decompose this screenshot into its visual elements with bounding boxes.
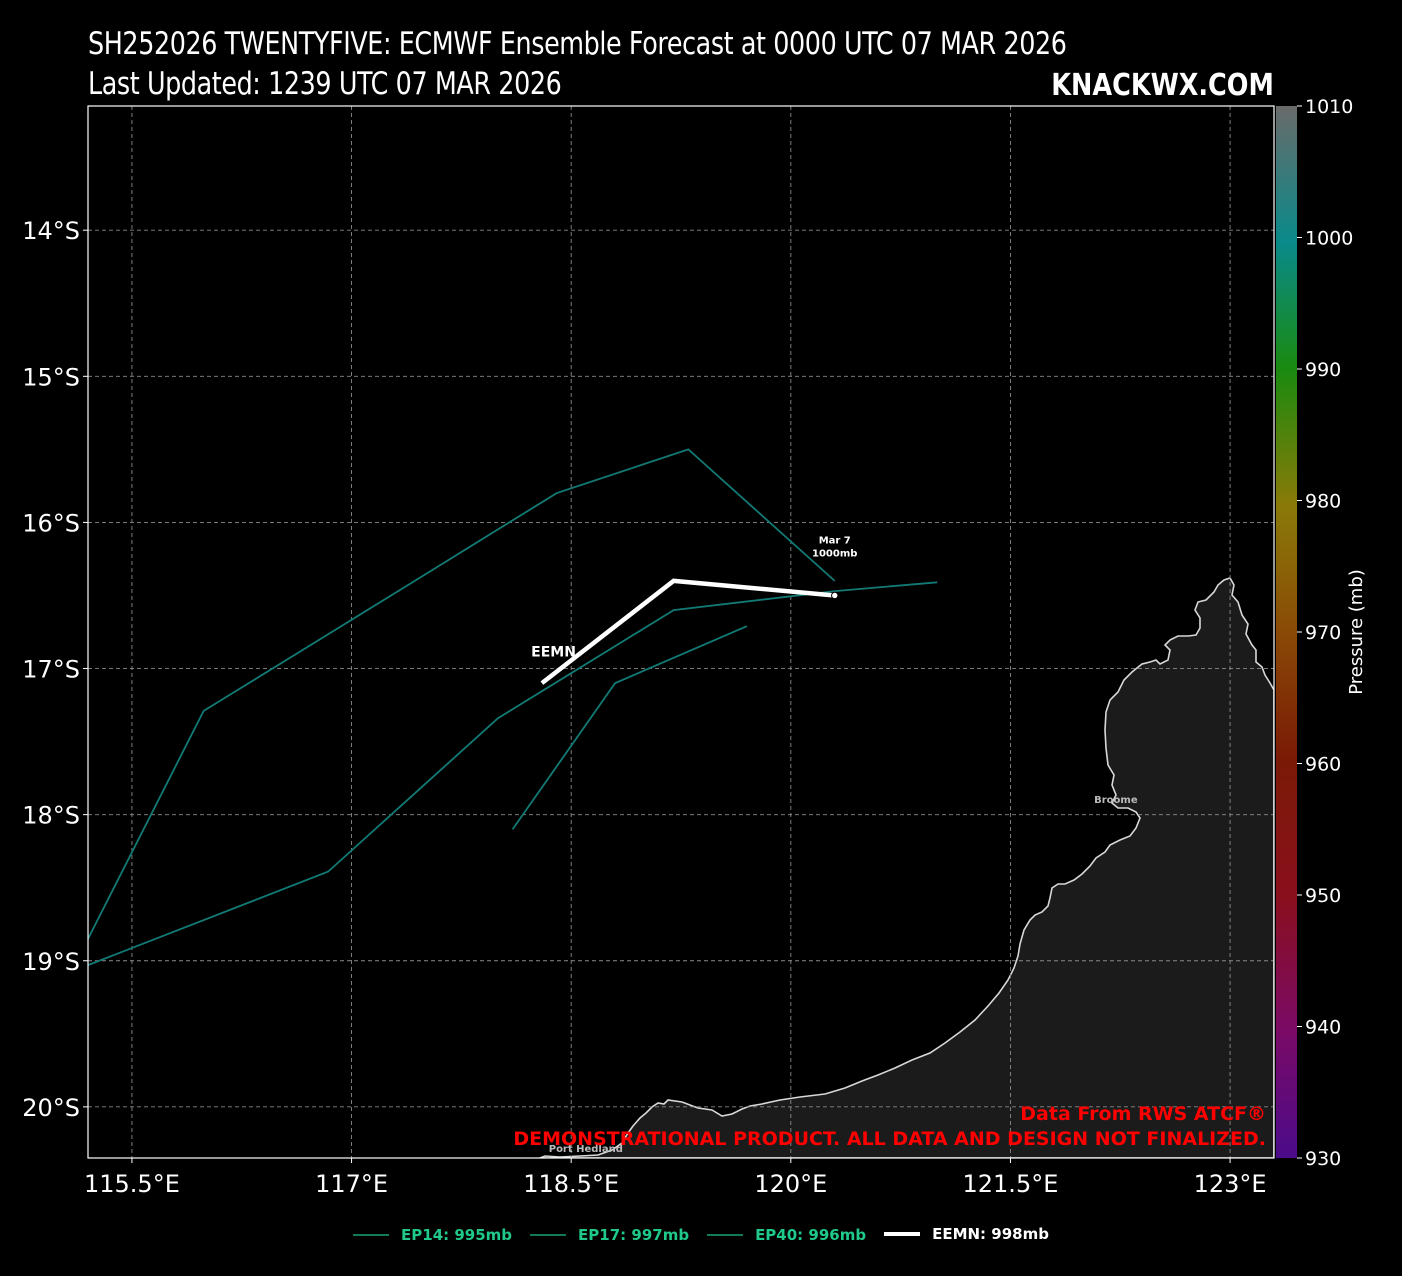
lat-tick-label: 16°S <box>22 509 80 537</box>
colorbar-tick-label: 1010 <box>1305 96 1353 118</box>
lon-tick-label: 118.5°E <box>523 1170 619 1198</box>
legend-item: EP14: 995mb <box>353 1226 512 1244</box>
track-ep40 <box>511 625 748 830</box>
legend-swatch <box>353 1234 390 1236</box>
legend-swatch <box>884 1232 921 1236</box>
colorbar-tick-label: 960 <box>1305 754 1341 776</box>
initial-position-marker <box>831 591 839 600</box>
legend-swatch <box>707 1234 744 1236</box>
annotation-date: Mar 7 <box>819 535 851 546</box>
colorbar-tick-label: 970 <box>1305 622 1341 644</box>
colorbar-tick-label: 1000 <box>1305 228 1353 250</box>
lon-tick-label: 121.5°E <box>963 1170 1059 1198</box>
city-label: Broome <box>1094 795 1138 806</box>
colorbar-tick-label: 930 <box>1305 1148 1341 1170</box>
legend-swatch <box>530 1234 567 1236</box>
legend-item: EEMN: 998mb <box>884 1225 1049 1243</box>
lat-tick-label: 19°S <box>22 948 80 976</box>
legend-label: EP14: 995mb <box>401 1226 513 1244</box>
colorbar-tick-label: 940 <box>1305 1017 1341 1039</box>
pressure-colorbar: 1010 1000 990 980 970 960 950 940 930 Pressure (… <box>1276 96 1367 1170</box>
chart-title: SH252026 TWENTYFIVE: ECMWF Ensemble Fore… <box>88 26 1067 62</box>
colorbar-tick-label: 980 <box>1305 491 1341 513</box>
lon-tick-label: 115.5°E <box>84 1170 180 1198</box>
lon-tick-label: 123°E <box>1194 1170 1267 1198</box>
city-label: Port Hedland <box>549 1144 623 1155</box>
colorbar-tick-label: 950 <box>1305 885 1341 907</box>
track-ep14 <box>88 448 836 940</box>
lat-tick-label: 15°S <box>22 363 80 391</box>
track-ep17 <box>88 581 938 966</box>
legend-label: EP40: 996mb <box>755 1226 867 1244</box>
legend-label: EP17: 997mb <box>578 1226 690 1244</box>
lat-tick-label: 20°S <box>22 1094 80 1122</box>
watermark-disclaimer: DEMONSTRATIONAL PRODUCT. ALL DATA AND DE… <box>513 1128 1266 1150</box>
lat-tick-label: 18°S <box>22 802 80 830</box>
annotation-pressure: 1000mb <box>812 548 857 559</box>
eemn-label: EEMN <box>531 645 576 661</box>
track-eemn <box>540 578 835 685</box>
australia-coastline <box>539 577 1274 1158</box>
watermark: Data From RWS ATCF® DEMONSTRATIONAL PROD… <box>513 1103 1266 1150</box>
brand-logo: KNACKWX.COM <box>1051 68 1274 103</box>
colorbar-tick-label: 990 <box>1305 359 1341 381</box>
legend-label: EEMN: 998mb <box>932 1225 1049 1243</box>
lon-tick-label: 120°E <box>754 1170 827 1198</box>
legend: EP14: 995mb EP17: 997mb EP40: 996mb EEMN: 9… <box>0 1222 1402 1244</box>
watermark-source: Data From RWS ATCF® <box>1020 1103 1266 1125</box>
legend-item: EP17: 997mb <box>530 1226 689 1244</box>
legend-item: EP40: 996mb <box>707 1226 866 1244</box>
lat-tick-label: 17°S <box>22 656 80 684</box>
lat-tick-label: 14°S <box>22 217 80 245</box>
lon-tick-label: 117°E <box>315 1170 388 1198</box>
colorbar-label: Pressure (mb) <box>1346 569 1367 695</box>
last-updated: Last Updated: 1239 UTC 07 MAR 2026 <box>88 66 562 102</box>
